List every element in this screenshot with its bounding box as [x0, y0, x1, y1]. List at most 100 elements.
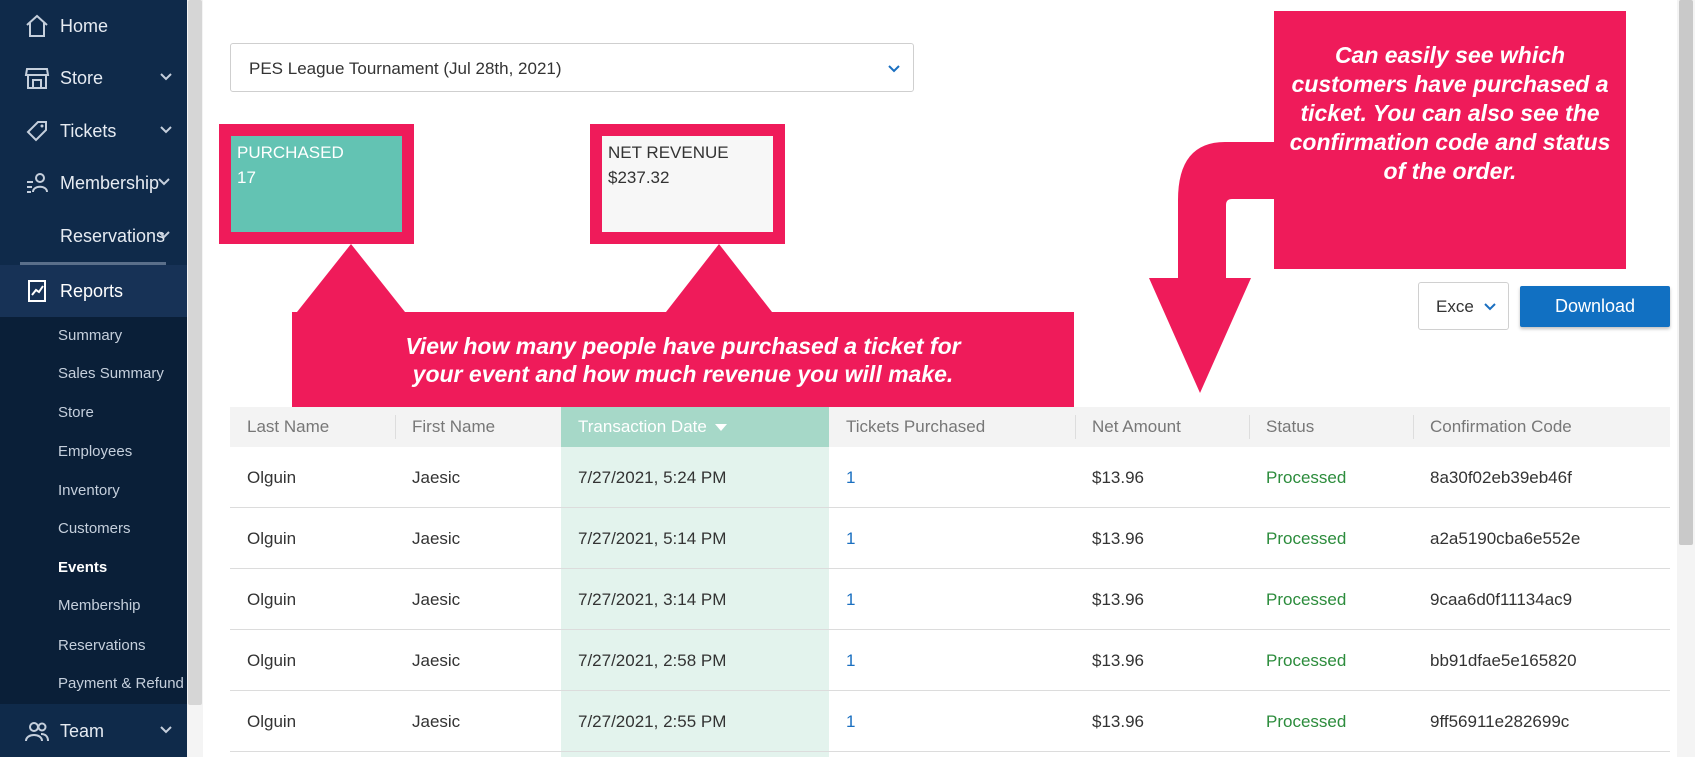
- cell-confirmation-code: 9ff56911e282699c: [1430, 712, 1570, 731]
- table-row[interactable]: Olguin Jaesic 7/27/2021, 5:14 PM 1 $13.9…: [230, 508, 1670, 569]
- cell-last-name: Olguin: [247, 590, 297, 609]
- cell-first-name: Jaesic: [412, 529, 461, 548]
- column-header-label: Last Name: [247, 417, 330, 436]
- column-header-tickets-purchased[interactable]: Tickets Purchased: [829, 407, 1075, 447]
- chevron-down-icon: [160, 726, 172, 734]
- cell-transaction-date: 7/27/2021, 3:14 PM: [578, 590, 727, 609]
- cell-net-amount: $13.96: [1092, 529, 1144, 548]
- column-separator: [1075, 415, 1076, 439]
- cell-confirmation-code: 8a30f02eb39eb46f: [1430, 468, 1572, 487]
- cell-net-amount: $13.96: [1092, 468, 1144, 487]
- submenu-item-payment-refund[interactable]: Payment & Refund: [58, 675, 184, 692]
- sidebar-item-label: Team: [60, 720, 105, 741]
- cell-transaction-date: 7/27/2021, 5:24 PM: [578, 468, 727, 487]
- download-button[interactable]: Download: [1520, 286, 1670, 327]
- cell-tickets-purchased-link[interactable]: 1: [846, 468, 856, 487]
- cell-first-name: Jaesic: [412, 651, 461, 670]
- sidebar-item-membership[interactable]: Membership: [0, 157, 187, 209]
- column-separator: [1413, 415, 1414, 439]
- export-format-select[interactable]: Exce: [1418, 282, 1509, 330]
- cell-transaction-date: 7/27/2021, 5:14 PM: [578, 529, 727, 548]
- submenu-item-inventory[interactable]: Inventory: [58, 482, 120, 499]
- cell-tickets-purchased-link[interactable]: 1: [846, 712, 856, 731]
- submenu-item-membership[interactable]: Membership: [58, 597, 141, 614]
- cell-first-name: Jaesic: [412, 468, 461, 487]
- sidebar-item-reservations[interactable]: Reservations: [0, 210, 187, 262]
- sidebar-divider: [20, 262, 166, 265]
- submenu-item-events[interactable]: Events: [58, 559, 108, 576]
- table-row[interactable]: Olguin Jaesic 7/27/2021, 3:14 PM 1 $13.9…: [230, 569, 1670, 630]
- sidebar-item-label: Reports: [60, 280, 124, 301]
- column-header-last-name[interactable]: Last Name: [230, 407, 395, 447]
- sidebar-item-tickets[interactable]: Tickets: [0, 105, 187, 157]
- cell-status: Processed: [1266, 529, 1347, 548]
- cell-tickets-purchased-link[interactable]: 1: [846, 529, 856, 548]
- cell-net-amount: $13.96: [1092, 651, 1144, 670]
- chevron-down-icon: [160, 126, 172, 134]
- purchased-label: PURCHASED: [237, 143, 344, 162]
- table-row[interactable]: Olguin Jaesic 7/27/2021, 2:58 PM 1 $13.9…: [230, 630, 1670, 691]
- sidebar-item-store[interactable]: Store: [0, 52, 187, 104]
- cell-tickets-purchased-link[interactable]: 1: [846, 651, 856, 670]
- cell-first-name: Jaesic: [412, 590, 461, 609]
- net-revenue-label: NET REVENUE: [608, 143, 729, 162]
- main-scrollbar[interactable]: [1679, 0, 1693, 545]
- cell-last-name: Olguin: [247, 468, 297, 487]
- submenu-item-summary[interactable]: Summary: [58, 327, 123, 344]
- column-separator: [1249, 415, 1250, 439]
- sidebar-item-team[interactable]: Team: [0, 705, 187, 757]
- cell-first-name: Jaesic: [412, 712, 461, 731]
- net-revenue-value: $237.32: [608, 168, 670, 187]
- cell-status: Processed: [1266, 590, 1347, 609]
- chevron-down-icon: [160, 73, 172, 81]
- store-icon: [24, 68, 50, 89]
- cell-net-amount: $13.96: [1092, 712, 1144, 731]
- arrow-up-revenue: [666, 244, 772, 312]
- callout-customers: Can easily see which customers have purc…: [1274, 11, 1626, 269]
- column-header-first-name[interactable]: First Name: [395, 407, 561, 447]
- submenu-item-sales-summary[interactable]: Sales Summary: [58, 365, 164, 382]
- cell-last-name: Olguin: [247, 651, 297, 670]
- column-header-label: Status: [1266, 417, 1315, 436]
- net-revenue-stat-card: NET REVENUE $237.32: [602, 136, 773, 232]
- cell-transaction-date: 7/27/2021, 2:55 PM: [578, 712, 727, 731]
- column-separator: [395, 415, 396, 439]
- submenu-item-employees[interactable]: Employees: [58, 443, 133, 460]
- purchased-value: 17: [237, 168, 256, 187]
- column-header-status[interactable]: Status: [1249, 407, 1413, 447]
- team-icon: [25, 722, 49, 742]
- cell-tickets-purchased-link[interactable]: 1: [846, 590, 856, 609]
- sidebar-item-home[interactable]: Home: [0, 0, 187, 52]
- submenu-item-customers[interactable]: Customers: [58, 520, 131, 537]
- event-select[interactable]: PES League Tournament (Jul 28th, 2021): [230, 43, 914, 92]
- submenu-item-reservations[interactable]: Reservations: [58, 637, 146, 654]
- table-row[interactable]: Olguin Jaesic 7/27/2021, 5:24 PM 1 $13.9…: [230, 447, 1670, 508]
- cell-confirmation-code: bb91dfae5e165820: [1430, 651, 1577, 670]
- sidebar-item-label: Home: [60, 15, 109, 36]
- arrow-curved-down: [1149, 142, 1275, 393]
- sort-desc-icon: [714, 424, 727, 432]
- chevron-down-icon: [158, 178, 170, 186]
- column-header-label: Transaction Date: [578, 417, 707, 436]
- chevron-down-icon: [158, 231, 170, 239]
- cell-status: Processed: [1266, 651, 1347, 670]
- cell-status: Processed: [1266, 712, 1347, 731]
- sidebar-scrollbar[interactable]: [188, 0, 202, 705]
- callout-stats: View how many people have purchased a ti…: [292, 312, 1074, 408]
- net-revenue-stat-highlight: NET REVENUE $237.32: [590, 124, 785, 244]
- purchased-stat-card: PURCHASED 17: [231, 136, 402, 232]
- column-header-confirmation-code[interactable]: Confirmation Code: [1413, 407, 1670, 447]
- cell-status: Processed: [1266, 468, 1347, 487]
- export-format-value: Exce: [1436, 297, 1474, 316]
- sidebar-item-reports[interactable]: Reports: [0, 265, 187, 317]
- table-row[interactable]: Olguin Jaesic 7/27/2021, 2:55 PM 1 $13.9…: [230, 691, 1670, 752]
- column-header-net-amount[interactable]: Net Amount: [1075, 407, 1249, 447]
- purchased-stat-highlight: PURCHASED 17: [219, 124, 414, 244]
- submenu-item-store[interactable]: Store: [58, 404, 94, 421]
- column-header-label: First Name: [412, 417, 496, 436]
- event-select-value: PES League Tournament (Jul 28th, 2021): [249, 59, 562, 78]
- arrow-up-purchased: [297, 244, 405, 312]
- column-header-transaction-date[interactable]: Transaction Date: [561, 407, 829, 447]
- cell-confirmation-code: 9caa6d0f11134ac9: [1430, 590, 1573, 609]
- membership-icon: [27, 173, 48, 193]
